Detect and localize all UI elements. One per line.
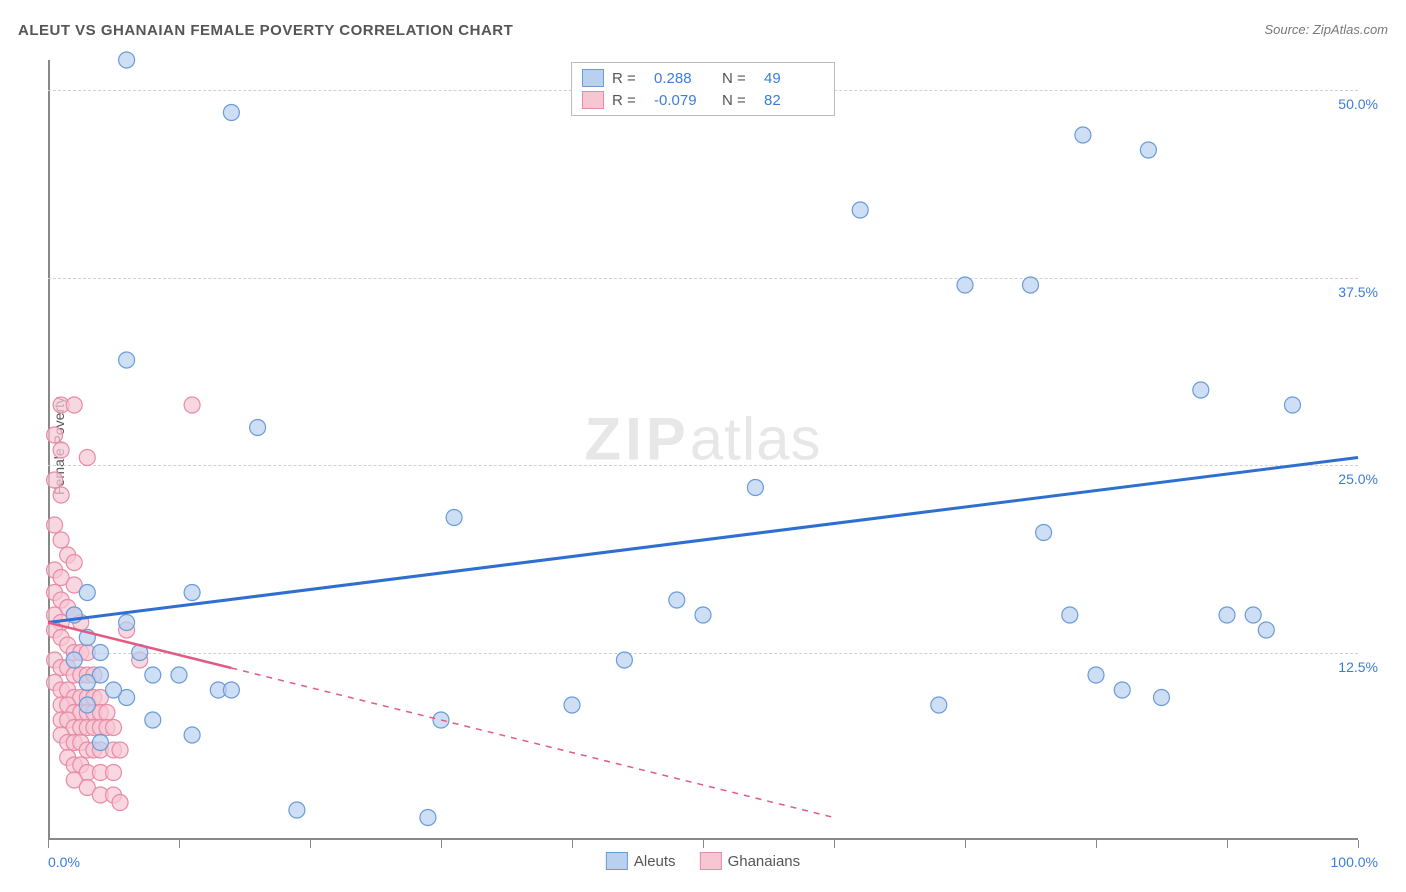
legend-label: Ghanaians	[728, 853, 801, 870]
scatter-point	[1036, 525, 1052, 541]
legend-label: Aleuts	[634, 853, 676, 870]
scatter-point	[47, 427, 63, 443]
trend-line-solid	[48, 458, 1358, 623]
scatter-point	[79, 585, 95, 601]
scatter-point	[1245, 607, 1261, 623]
scatter-point	[747, 480, 763, 496]
scatter-point	[223, 105, 239, 121]
legend-bottom-item-aleuts: Aleuts	[606, 852, 676, 870]
n-value: 82	[764, 92, 824, 109]
scatter-point	[1088, 667, 1104, 683]
scatter-point	[145, 667, 161, 683]
x-axis-min-label: 0.0%	[48, 854, 80, 870]
legend-swatch-ghanaians	[700, 852, 722, 870]
scatter-point	[112, 795, 128, 811]
r-label: R =	[612, 92, 646, 109]
scatter-point	[1062, 607, 1078, 623]
scatter-point	[223, 682, 239, 698]
scatter-point	[53, 532, 69, 548]
scatter-point	[957, 277, 973, 293]
scatter-point	[119, 615, 135, 631]
chart-source: Source: ZipAtlas.com	[1264, 22, 1388, 37]
scatter-point	[931, 697, 947, 713]
x-tick	[48, 840, 49, 848]
scatter-point	[1193, 382, 1209, 398]
scatter-point	[66, 652, 82, 668]
scatter-point	[1154, 690, 1170, 706]
scatter-point	[1140, 142, 1156, 158]
r-label: R =	[612, 70, 646, 87]
scatter-point	[79, 697, 95, 713]
x-tick	[1096, 840, 1097, 848]
scatter-point	[171, 667, 187, 683]
scatter-point	[1258, 622, 1274, 638]
legend-top: R = 0.288 N = 49 R = -0.079 N = 82	[571, 62, 835, 116]
x-tick	[441, 840, 442, 848]
chart-title: ALEUT VS GHANAIAN FEMALE POVERTY CORRELA…	[18, 22, 513, 39]
scatter-point	[99, 705, 115, 721]
scatter-point	[106, 720, 122, 736]
scatter-point	[1219, 607, 1235, 623]
scatter-point	[79, 450, 95, 466]
x-tick	[179, 840, 180, 848]
scatter-point	[446, 510, 462, 526]
legend-bottom: Aleuts Ghanaians	[606, 852, 800, 870]
legend-top-row-1: R = -0.079 N = 82	[582, 89, 824, 111]
x-tick	[572, 840, 573, 848]
scatter-point	[250, 420, 266, 436]
scatter-point	[420, 810, 436, 826]
x-tick	[965, 840, 966, 848]
scatter-point	[66, 555, 82, 571]
scatter-point	[53, 487, 69, 503]
n-label: N =	[722, 70, 756, 87]
scatter-point	[106, 765, 122, 781]
legend-bottom-item-ghanaians: Ghanaians	[700, 852, 801, 870]
scatter-point	[119, 352, 135, 368]
scatter-point	[852, 202, 868, 218]
scatter-point	[92, 645, 108, 661]
r-value: 0.288	[654, 70, 714, 87]
n-label: N =	[722, 92, 756, 109]
scatter-point	[106, 682, 122, 698]
scatter-point	[53, 442, 69, 458]
legend-top-row-0: R = 0.288 N = 49	[582, 67, 824, 89]
scatter-point	[1023, 277, 1039, 293]
scatter-point	[119, 52, 135, 68]
n-value: 49	[764, 70, 824, 87]
scatter-point	[184, 727, 200, 743]
x-tick	[1358, 840, 1359, 848]
scatter-point	[184, 397, 200, 413]
scatter-point	[1075, 127, 1091, 143]
chart-svg	[48, 60, 1358, 840]
legend-swatch-aleuts	[606, 852, 628, 870]
scatter-point	[47, 472, 63, 488]
scatter-point	[47, 517, 63, 533]
scatter-point	[616, 652, 632, 668]
scatter-point	[184, 585, 200, 601]
scatter-point	[1285, 397, 1301, 413]
scatter-point	[1114, 682, 1130, 698]
trend-line-dashed	[231, 668, 834, 818]
x-tick	[834, 840, 835, 848]
legend-swatch-aleuts	[582, 69, 604, 87]
x-tick	[310, 840, 311, 848]
x-tick	[1227, 840, 1228, 848]
scatter-point	[695, 607, 711, 623]
scatter-point	[79, 675, 95, 691]
scatter-point	[564, 697, 580, 713]
scatter-point	[289, 802, 305, 818]
scatter-point	[66, 397, 82, 413]
x-axis-max-label: 100.0%	[1331, 854, 1378, 870]
r-value: -0.079	[654, 92, 714, 109]
scatter-point	[669, 592, 685, 608]
x-tick	[703, 840, 704, 848]
legend-swatch-ghanaians	[582, 91, 604, 109]
scatter-point	[112, 742, 128, 758]
scatter-point	[145, 712, 161, 728]
scatter-point	[92, 735, 108, 751]
